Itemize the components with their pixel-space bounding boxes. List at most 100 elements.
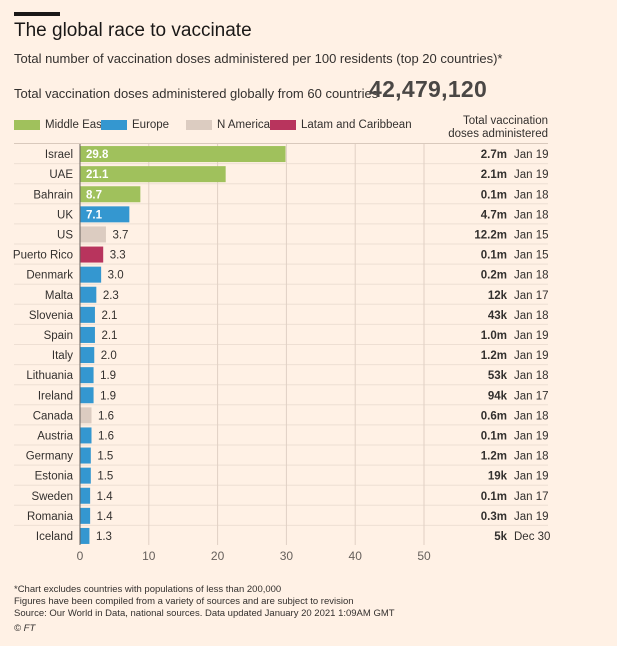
doses-value-lithuania: 53k	[488, 370, 508, 382]
country-label-puerto-rico: Puerto Rico	[13, 250, 73, 262]
country-label-iceland: Iceland	[36, 531, 73, 543]
bar-puerto-rico	[80, 246, 104, 263]
legend-label-latam: Latam and Caribbean	[301, 119, 412, 131]
bar-estonia	[80, 467, 91, 484]
x-tick-label: 10	[142, 549, 156, 563]
doses-date-sweden: Jan 17	[514, 491, 549, 503]
legend-swatch-n-america	[186, 120, 212, 130]
doses-value-sweden: 0.1m	[481, 491, 507, 503]
copyright: © FT	[14, 623, 36, 634]
country-label-uk: UK	[57, 209, 73, 221]
doses-date-estonia: Jan 19	[514, 471, 549, 483]
x-tick-label: 30	[280, 549, 294, 563]
value-label-lithuania: 1.9	[100, 370, 116, 382]
legend-label-n-america: N America	[217, 119, 271, 131]
value-label-iceland: 1.3	[96, 531, 112, 543]
legend-swatch-middle-east	[14, 120, 40, 130]
doses-date-israel: Jan 19	[514, 149, 549, 161]
doses-date-slovenia: Jan 18	[514, 310, 549, 322]
bar-lithuania	[80, 367, 94, 384]
doses-value-iceland: 5k	[494, 531, 507, 543]
doses-date-iceland: Dec 30	[514, 531, 550, 543]
country-label-sweden: Sweden	[31, 491, 73, 503]
country-label-austria: Austria	[37, 430, 73, 442]
doses-value-austria: 0.1m	[481, 430, 507, 442]
bar-malta	[80, 286, 97, 303]
doses-value-bahrain: 0.1m	[481, 189, 507, 201]
global-total-value: 42,479,120	[369, 76, 488, 102]
doses-value-estonia: 19k	[488, 471, 508, 483]
bar-israel	[80, 146, 286, 163]
doses-date-ireland: Jan 17	[514, 390, 549, 402]
bar-uk	[80, 206, 130, 223]
legend: Middle East Europe N America Latam and C…	[14, 119, 454, 135]
legend-item-middle-east: Middle East	[14, 119, 105, 131]
doses-value-puerto-rico: 0.1m	[481, 250, 507, 262]
footnote-exclusion: *Chart excludes countries with populatio…	[14, 584, 282, 595]
country-label-romania: Romania	[27, 511, 74, 523]
bar-bahrain	[80, 186, 141, 203]
value-label-puerto-rico: 3.3	[110, 250, 126, 262]
title-accent-bar	[14, 12, 60, 16]
country-label-canada: Canada	[33, 410, 74, 422]
doses-value-uk: 4.7m	[481, 209, 507, 221]
legend-swatch-latam	[270, 120, 296, 130]
value-label-germany: 1.5	[97, 451, 113, 463]
bar-iceland	[80, 527, 90, 544]
x-tick-label: 40	[349, 549, 363, 563]
value-label-us: 3.7	[112, 229, 128, 241]
value-label-ireland: 1.9	[100, 390, 116, 402]
chart-title: The global race to vaccinate	[14, 20, 252, 41]
doses-date-uk: Jan 18	[514, 209, 549, 221]
value-label-slovenia: 2.1	[101, 310, 117, 322]
doses-value-slovenia: 43k	[488, 310, 508, 322]
legend-swatch-europe	[101, 120, 127, 130]
legend-item-n-america: N America	[186, 119, 270, 131]
legend-label-middle-east: Middle East	[45, 119, 106, 131]
country-label-bahrain: Bahrain	[33, 189, 73, 201]
doses-value-israel: 2.7m	[481, 149, 507, 161]
country-label-germany: Germany	[26, 451, 74, 463]
doses-value-us: 12.2m	[474, 229, 507, 241]
country-label-slovenia: Slovenia	[29, 310, 74, 322]
bar-ireland	[80, 387, 94, 404]
value-label-austria: 1.6	[98, 430, 114, 442]
legend-item-europe: Europe	[101, 119, 169, 131]
value-label-canada: 1.6	[98, 410, 114, 422]
doses-date-romania: Jan 19	[514, 511, 549, 523]
footnote-revision: Figures have been compiled from a variet…	[14, 596, 354, 607]
bar-romania	[80, 507, 91, 524]
value-label-bahrain: 8.7	[86, 189, 102, 201]
doses-value-germany: 1.2m	[481, 451, 507, 463]
country-label-us: US	[57, 229, 73, 241]
footnotes: *Chart excludes countries with populatio…	[14, 584, 395, 620]
bar-denmark	[80, 266, 102, 283]
doses-value-italy: 1.2m	[481, 350, 507, 362]
bar-spain	[80, 326, 95, 343]
doses-column-header: Total vaccination doses administered	[448, 115, 548, 140]
doses-date-spain: Jan 19	[514, 330, 549, 342]
bar-italy	[80, 347, 95, 364]
doses-value-uae: 2.1m	[481, 169, 507, 181]
value-label-malta: 2.3	[103, 290, 119, 302]
doses-value-romania: 0.3m	[481, 511, 507, 523]
country-label-lithuania: Lithuania	[26, 370, 73, 382]
value-label-estonia: 1.5	[97, 471, 113, 483]
legend-label-europe: Europe	[132, 119, 170, 131]
doses-value-canada: 0.6m	[481, 410, 507, 422]
bar-us	[80, 226, 106, 243]
doses-date-austria: Jan 19	[514, 430, 549, 442]
doses-date-us: Jan 15	[514, 229, 549, 241]
chart-subtitle: Total number of vaccination doses admini…	[14, 51, 503, 66]
value-label-italy: 2.0	[101, 350, 117, 362]
bar-sweden	[80, 487, 91, 504]
bar-slovenia	[80, 306, 95, 323]
value-label-spain: 2.1	[101, 330, 117, 342]
global-total-label: Total vaccination doses administered glo…	[14, 86, 379, 101]
x-tick-label: 0	[77, 549, 84, 563]
legend-item-latam: Latam and Caribbean	[270, 119, 412, 131]
bar-uae	[80, 166, 226, 183]
country-label-israel: Israel	[45, 149, 73, 161]
country-label-uae: UAE	[49, 169, 73, 181]
